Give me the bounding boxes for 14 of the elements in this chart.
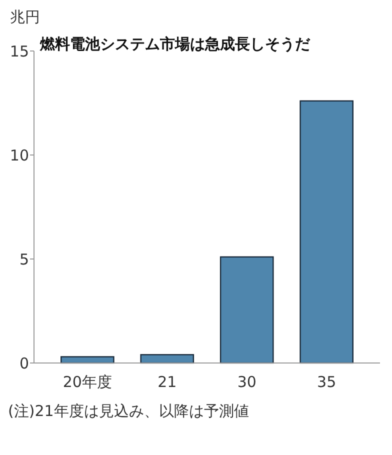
x-tick-label: 20年度 — [62, 373, 112, 391]
y-tick-label: 15 — [10, 42, 29, 60]
x-tick-label: 35 — [317, 373, 336, 391]
y-tick-label: 10 — [10, 146, 29, 164]
text: (注)21年度は見込み、以降は予測値 — [8, 402, 249, 420]
chart-title: 燃料電池システム市場は急成長しそうだ — [39, 35, 311, 53]
x-tick-label: 30 — [237, 373, 256, 391]
y-tick-label: 0 — [19, 354, 29, 372]
y-axis-title: 兆円 — [10, 8, 40, 26]
bar — [140, 354, 194, 364]
bar — [300, 100, 354, 364]
y-tick-label: 5 — [19, 250, 29, 268]
bar — [220, 256, 274, 364]
x-tick-label: 21 — [158, 373, 177, 391]
